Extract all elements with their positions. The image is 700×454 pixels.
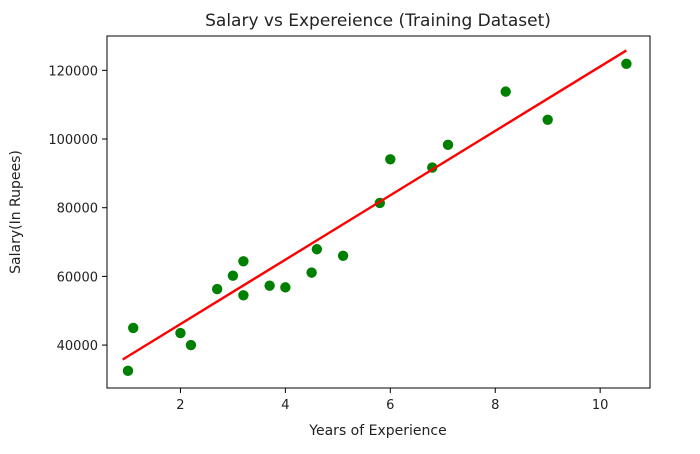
data-point: [337, 250, 349, 261]
y-tick-label: 80000: [57, 202, 98, 217]
x-tick-label: 4: [281, 398, 289, 413]
regression-line: [122, 49, 628, 361]
data-point: [385, 154, 396, 165]
data-point: [185, 339, 197, 351]
data-point: [128, 322, 139, 334]
data-point: [122, 365, 134, 377]
plot-area: [122, 49, 632, 377]
x-tick-label: 8: [491, 398, 499, 413]
data-point: [264, 280, 275, 291]
plot-frame: [106, 35, 651, 389]
data-point: [227, 270, 239, 281]
y-tick-label: 60000: [57, 270, 98, 285]
data-point: [238, 256, 249, 267]
x-tick-label: 6: [386, 398, 394, 413]
data-point: [175, 327, 186, 339]
chart-title: Salary vs Expereience (Training Dataset): [205, 11, 551, 31]
y-tick-label: 40000: [57, 339, 98, 354]
data-point: [238, 290, 249, 301]
data-point: [211, 283, 223, 295]
data-point: [500, 86, 511, 97]
x-tick-label: 2: [176, 398, 184, 413]
y-tick-label: 120000: [48, 64, 98, 79]
data-point: [442, 139, 454, 151]
data-point: [306, 267, 317, 278]
data-point: [280, 282, 291, 293]
x-axis-label: Years of Experience: [308, 423, 446, 439]
y-tick-label: 100000: [48, 133, 98, 148]
data-point: [621, 58, 632, 70]
y-axis-label: Salary(In Rupees): [8, 150, 24, 274]
x-axis: 2 4 6 8 10: [176, 388, 608, 413]
data-point: [311, 244, 323, 255]
data-point: [542, 114, 553, 125]
y-axis: 40000 60000 80000 100000 120000: [48, 64, 107, 354]
x-tick-label: 10: [592, 398, 609, 413]
